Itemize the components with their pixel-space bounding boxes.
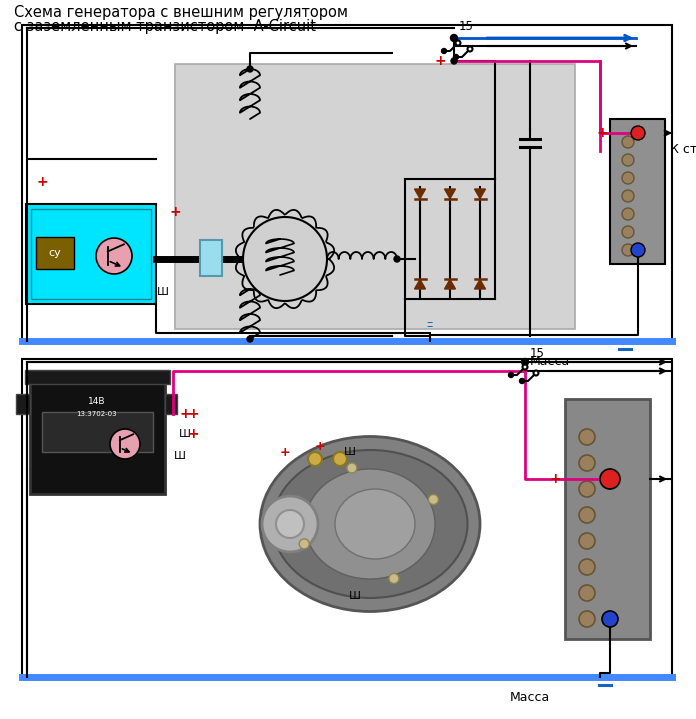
Text: 15: 15 <box>459 20 474 33</box>
Circle shape <box>579 481 595 497</box>
Text: Ш: Ш <box>174 451 186 461</box>
Circle shape <box>441 48 447 53</box>
Polygon shape <box>415 280 425 289</box>
Bar <box>25 370 170 384</box>
Bar <box>31 209 151 299</box>
Bar <box>610 119 665 264</box>
Circle shape <box>262 496 318 552</box>
Circle shape <box>394 256 400 262</box>
Ellipse shape <box>305 469 435 579</box>
Circle shape <box>534 370 539 375</box>
Circle shape <box>622 136 634 148</box>
Polygon shape <box>475 280 486 289</box>
Text: Ш: Ш <box>179 429 191 439</box>
Text: +: + <box>36 175 48 189</box>
Circle shape <box>454 55 459 60</box>
Polygon shape <box>445 189 455 198</box>
Circle shape <box>276 510 304 538</box>
Circle shape <box>389 574 399 584</box>
Text: +: + <box>549 472 561 486</box>
Text: +: + <box>169 205 181 219</box>
Circle shape <box>579 507 595 523</box>
Bar <box>22 25 672 341</box>
Circle shape <box>509 372 514 377</box>
Text: +: + <box>187 427 199 441</box>
Circle shape <box>622 208 634 220</box>
Circle shape <box>579 429 595 445</box>
Circle shape <box>347 463 357 473</box>
Circle shape <box>451 58 457 64</box>
Circle shape <box>600 469 620 489</box>
Bar <box>42 412 153 452</box>
Circle shape <box>519 378 525 383</box>
Circle shape <box>579 455 595 471</box>
Text: су: су <box>49 248 61 258</box>
Circle shape <box>579 533 595 549</box>
Circle shape <box>622 244 634 256</box>
Circle shape <box>579 611 595 627</box>
Circle shape <box>299 539 309 549</box>
Circle shape <box>468 47 473 52</box>
Text: +: + <box>187 407 199 421</box>
Text: Ш: Ш <box>157 287 169 297</box>
Text: Схема генератора с внешним регулятором: Схема генератора с внешним регулятором <box>14 5 348 20</box>
Circle shape <box>247 66 253 72</box>
Bar <box>22 359 672 677</box>
Circle shape <box>429 495 438 505</box>
Circle shape <box>243 217 327 301</box>
Text: +: + <box>179 407 191 421</box>
Circle shape <box>631 126 645 140</box>
Ellipse shape <box>335 489 415 559</box>
Circle shape <box>110 429 140 459</box>
Bar <box>175 64 575 329</box>
Text: +: + <box>315 439 325 452</box>
Text: Масса: Масса <box>530 355 570 368</box>
Circle shape <box>622 172 634 184</box>
Text: К стартеру: К стартеру <box>670 142 696 155</box>
Circle shape <box>631 243 645 257</box>
Circle shape <box>247 336 253 342</box>
Text: –: – <box>427 320 433 333</box>
Text: –: – <box>427 316 433 329</box>
Circle shape <box>622 226 634 238</box>
Circle shape <box>96 238 132 274</box>
Text: Ш: Ш <box>349 591 361 601</box>
Bar <box>26 204 156 304</box>
Text: +: + <box>280 446 290 459</box>
Bar <box>165 394 177 414</box>
Bar <box>565 399 650 639</box>
Text: 15: 15 <box>530 347 545 360</box>
Bar <box>16 394 30 414</box>
Circle shape <box>523 365 528 370</box>
Circle shape <box>333 452 347 466</box>
Bar <box>200 240 222 276</box>
Circle shape <box>579 585 595 601</box>
Polygon shape <box>415 189 425 198</box>
Text: Ш: Ш <box>344 447 356 457</box>
Text: Масса: Масса <box>510 691 551 704</box>
Polygon shape <box>475 189 486 198</box>
Circle shape <box>622 154 634 166</box>
Bar <box>30 379 165 494</box>
Circle shape <box>521 359 528 365</box>
Circle shape <box>450 35 457 42</box>
Circle shape <box>308 452 322 466</box>
Ellipse shape <box>273 450 468 598</box>
Text: 14В: 14В <box>88 396 106 406</box>
Text: +: + <box>596 126 608 140</box>
Polygon shape <box>445 280 455 289</box>
Bar <box>36 237 74 269</box>
Circle shape <box>455 40 461 45</box>
Circle shape <box>579 559 595 575</box>
Text: +: + <box>434 54 446 68</box>
Circle shape <box>622 190 634 202</box>
Text: с заземленным транзистором  A-Circuit: с заземленным транзистором A-Circuit <box>14 19 316 34</box>
Text: 13.3702-03: 13.3702-03 <box>77 411 118 417</box>
Ellipse shape <box>260 436 480 611</box>
Circle shape <box>602 611 618 627</box>
